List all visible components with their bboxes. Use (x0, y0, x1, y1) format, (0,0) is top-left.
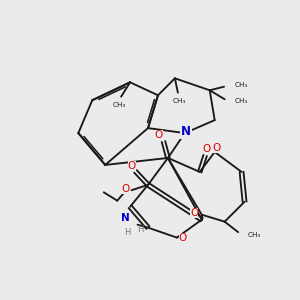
Text: O: O (155, 130, 163, 140)
Text: N: N (121, 213, 130, 223)
Text: CH₃: CH₃ (248, 232, 261, 238)
Text: H: H (124, 228, 130, 237)
Text: O: O (179, 232, 187, 243)
Text: O: O (212, 142, 220, 152)
Text: O: O (190, 208, 198, 218)
Text: CH₃: CH₃ (235, 98, 248, 104)
Text: O: O (128, 161, 136, 171)
Text: O: O (121, 184, 129, 194)
Text: CH₃: CH₃ (173, 98, 186, 104)
Text: O: O (202, 144, 211, 154)
Text: H: H (137, 225, 143, 234)
Text: N: N (181, 125, 191, 138)
Text: CH₃: CH₃ (113, 102, 126, 108)
Text: CH₃: CH₃ (235, 82, 248, 88)
